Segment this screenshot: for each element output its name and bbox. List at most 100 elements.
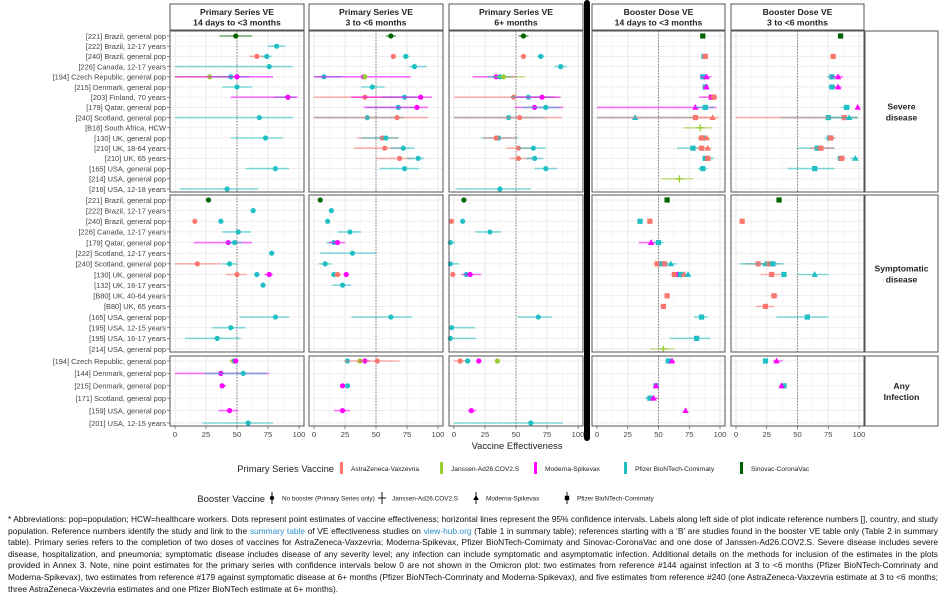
- study-label: [222] Scotland, 12-17 years: [76, 249, 167, 258]
- study-label: [210] UK, 65 years: [105, 154, 167, 163]
- estimate-square: [776, 197, 782, 203]
- estimate-point: [461, 197, 467, 203]
- estimate-square: [829, 84, 835, 90]
- row-strip-label: Symptomatic: [875, 264, 929, 274]
- x-tick-label: 25: [481, 430, 489, 439]
- estimate-point: [362, 74, 368, 80]
- estimate-square: [664, 197, 670, 203]
- estimate-point: [224, 186, 230, 192]
- panel-border: [448, 30, 584, 193]
- estimate-point: [328, 208, 334, 214]
- study-label: [194] Czech Republic, general pop: [53, 357, 166, 366]
- panel-border: [591, 30, 726, 193]
- estimate-square: [647, 218, 653, 224]
- estimate-point: [218, 218, 224, 224]
- estimate-triangle: [703, 134, 710, 141]
- study-label: [216] USA, 12-18 years: [89, 185, 166, 194]
- legend-label: Moderna-Spikevax: [545, 466, 601, 473]
- legend-key-square: [564, 495, 570, 501]
- column-header-title: Primary Series VE: [479, 7, 553, 17]
- column-header-strip: [591, 3, 726, 31]
- legend-primary-title: Primary Series Vaccine: [237, 463, 334, 474]
- column-header-title: Booster Dose VE: [763, 7, 833, 17]
- estimate-point: [254, 53, 260, 60]
- estimate-point: [344, 383, 351, 389]
- estimate-point: [494, 358, 500, 364]
- forest-plot: Primary Series VE 14 days to <3 months Pri…: [53, 0, 939, 504]
- study-label: [159] USA, general pop: [89, 406, 166, 415]
- estimate-point: [235, 229, 241, 235]
- estimate-square: [700, 33, 706, 39]
- row-strip-label: Any: [893, 381, 909, 391]
- panel-severe-ps3: [448, 30, 584, 193]
- study-label: [171] Scotland, general pop: [76, 394, 166, 403]
- study-label: [179] Qatar, general pop: [86, 103, 166, 112]
- estimate-triangle: [704, 144, 711, 151]
- estimate-square: [812, 166, 818, 172]
- panel-severe-ps2: [308, 30, 444, 193]
- study-label: [222] Brazil, 12-17 years: [86, 206, 166, 215]
- estimate-square: [839, 155, 845, 161]
- estimate-square: [664, 293, 670, 299]
- column-header-subtitle: 14 days to <3 months: [193, 18, 281, 28]
- legend-swatch-sin: [740, 462, 743, 474]
- legend-label: AstraZeneca-Vaxzevria: [351, 466, 419, 473]
- estimate-point: [390, 53, 396, 60]
- estimate-square: [828, 135, 834, 141]
- estimate-point: [260, 282, 266, 288]
- estimate-point: [487, 229, 493, 235]
- estimate-point: [272, 166, 279, 172]
- estimate-point: [520, 53, 527, 60]
- panel-border: [169, 30, 305, 193]
- estimate-square: [844, 104, 850, 110]
- estimate-square: [690, 145, 696, 151]
- estimate-point: [400, 145, 406, 151]
- x-tick-label: 100: [853, 430, 866, 439]
- estimate-point: [501, 74, 507, 80]
- summary-table-link[interactable]: summary table: [249, 525, 306, 536]
- estimate-triangle: [845, 114, 853, 120]
- legend-label: No booster (Primary Series only): [282, 496, 375, 503]
- estimate-point: [233, 33, 239, 39]
- estimate-point: [382, 145, 388, 151]
- estimate-triangle: [834, 83, 842, 90]
- estimate-point: [231, 239, 238, 246]
- panel-infection-bd1: [591, 355, 726, 427]
- view-hub-link[interactable]: view-hub.org: [423, 525, 472, 536]
- estimate-point: [447, 261, 453, 267]
- estimate-point: [343, 271, 349, 278]
- x-tick-label: 25: [763, 430, 771, 439]
- estimate-point: [322, 261, 328, 267]
- estimate-point: [460, 218, 466, 224]
- estimate-square: [711, 94, 717, 100]
- row-strip-label: disease: [886, 275, 918, 285]
- estimate-square: [762, 303, 769, 310]
- estimate-point: [234, 74, 240, 80]
- row-strip-label: disease: [886, 113, 918, 123]
- legend-label: Janssen-Ad26.COV2.S: [392, 496, 458, 503]
- estimate-point: [219, 383, 225, 389]
- study-label: [B18] South Africa, HCW: [85, 124, 166, 133]
- estimate-point: [285, 94, 291, 100]
- x-axis-title: Vaccine Effectiveness: [472, 440, 563, 451]
- estimate-point: [234, 84, 240, 90]
- legend-label: Sinovac-CoronaVac: [751, 466, 810, 473]
- column-header-subtitle: 6+ months: [494, 18, 537, 28]
- panel-infection-ps2: [308, 355, 444, 427]
- estimate-point: [339, 408, 346, 414]
- estimate-point: [403, 53, 409, 60]
- estimate-point: [192, 218, 198, 224]
- estimate-point: [226, 261, 233, 267]
- legend-label: Pfizer BioNTech-Comirnaty: [577, 496, 655, 503]
- estimate-point: [447, 239, 453, 246]
- estimate-square: [655, 239, 662, 246]
- estimate-point: [272, 314, 279, 320]
- x-tick-label: 50: [372, 430, 380, 439]
- primary-booster-divider: [584, 0, 590, 441]
- study-label: [222] Brazil, 12-17 years: [86, 42, 166, 51]
- footnote-text-1: * Abbreviations: pop=population; HCW=hea…: [8, 514, 938, 536]
- estimate-point: [467, 271, 473, 278]
- study-label: [203] Finland, 70 years: [91, 93, 166, 102]
- estimate-triangle: [684, 271, 692, 277]
- estimate-square: [818, 145, 824, 151]
